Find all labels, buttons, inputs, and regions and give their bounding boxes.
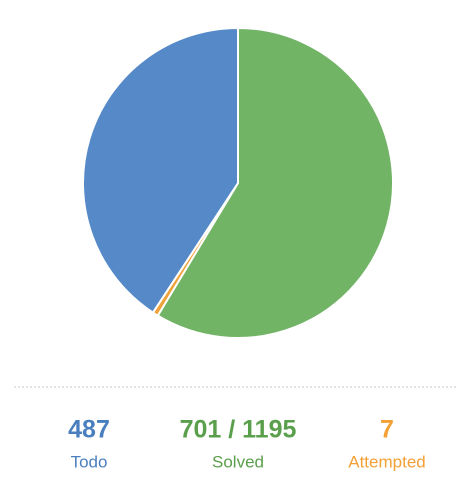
stat-label: Attempted xyxy=(348,452,426,471)
stat-value: 701 / 1195 xyxy=(180,416,297,444)
stat-label: Todo xyxy=(71,452,108,471)
pie-slice xyxy=(156,26,394,339)
stat-value: 487 xyxy=(68,416,110,444)
stat-label: Solved xyxy=(212,452,264,471)
pie-slice xyxy=(82,26,239,314)
stat-value: 7 xyxy=(380,416,394,444)
